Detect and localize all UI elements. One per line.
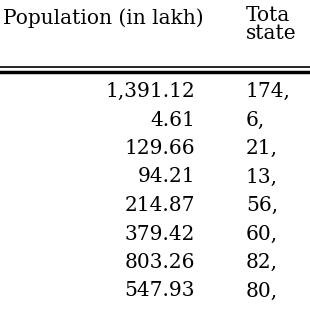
- Text: 6,: 6,: [246, 110, 265, 130]
- Text: 60,: 60,: [246, 224, 278, 243]
- Text: Population (in lakh): Population (in lakh): [3, 8, 204, 28]
- Text: 56,: 56,: [246, 196, 278, 215]
- Text: 4.61: 4.61: [150, 110, 195, 130]
- Text: 80,: 80,: [246, 281, 278, 300]
- Text: 379.42: 379.42: [125, 224, 195, 243]
- Text: 21,: 21,: [246, 139, 278, 158]
- Text: 13,: 13,: [246, 167, 278, 187]
- Text: Tota: Tota: [246, 6, 290, 25]
- Text: 174,: 174,: [246, 82, 291, 101]
- Text: state: state: [246, 24, 297, 43]
- Text: 82,: 82,: [246, 253, 278, 272]
- Text: 94.21: 94.21: [137, 167, 195, 187]
- Text: 803.26: 803.26: [125, 253, 195, 272]
- Text: 547.93: 547.93: [125, 281, 195, 300]
- Text: 1,391.12: 1,391.12: [105, 82, 195, 101]
- Text: 214.87: 214.87: [125, 196, 195, 215]
- Text: 129.66: 129.66: [124, 139, 195, 158]
